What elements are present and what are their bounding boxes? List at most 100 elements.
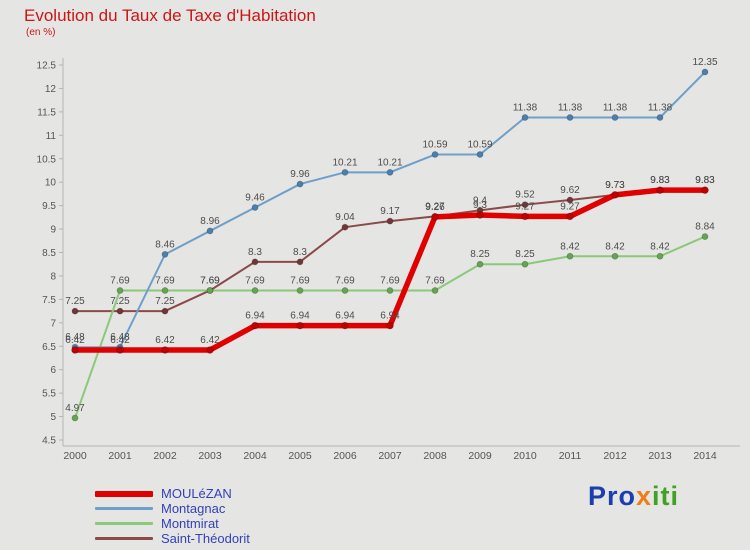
y-tick-label: 4.5: [42, 436, 56, 447]
y-tick-label: 9: [50, 225, 56, 236]
x-tick-label: 2003: [198, 450, 222, 462]
point-label-MOULéZAN: 6.42: [200, 335, 220, 346]
data-point-Montagnac: [296, 180, 304, 188]
data-point-Montmirat: [386, 287, 394, 294]
legend-swatch-MOULéZAN: [95, 490, 153, 497]
point-label-Montagnac: 11.38: [603, 103, 628, 114]
y-tick-label: 11: [46, 131, 57, 142]
point-label-Montmirat: 7.69: [425, 275, 445, 286]
x-tick-label: 2001: [108, 450, 132, 462]
data-point-Montmirat: [161, 287, 169, 294]
y-tick-label: 6.5: [42, 342, 56, 353]
point-label-Montmirat: 8.42: [560, 241, 580, 252]
data-point-Montmirat: [206, 287, 214, 294]
chart-title: Evolution du Taux de Taxe d'Habitation: [24, 6, 316, 25]
data-point-Montmirat: [341, 287, 349, 294]
data-point-Saint-Théodorit: [566, 196, 574, 204]
y-tick-label: 7.5: [42, 295, 56, 306]
point-label-Montagnac: 11.38: [558, 103, 583, 114]
data-point-Montagnac: [521, 114, 529, 121]
point-label-MOULéZAN: 6.94: [290, 311, 310, 322]
y-tick-label: 5: [50, 412, 56, 423]
point-label-Saint-Théodorit: 9.04: [335, 212, 355, 223]
point-label-Montmirat: 8.42: [605, 241, 625, 252]
point-label-Montmirat: 7.69: [290, 275, 310, 286]
data-point-MOULéZAN: [521, 212, 529, 221]
point-label-Montmirat: 7.69: [110, 275, 130, 286]
point-label-Montagnac: 8.96: [200, 216, 220, 227]
y-tick-label: 12.5: [37, 61, 57, 72]
data-point-MOULéZAN: [116, 346, 124, 354]
data-point-Montagnac: [476, 151, 484, 158]
x-tick-label: 2008: [423, 450, 447, 462]
point-label-Montagnac: 10.21: [377, 157, 402, 168]
x-tick-label: 2000: [63, 450, 87, 462]
line-chart: 4.5 5 5.5 6 6.5 7 7.5 8 8.5 9 9.5 10 10.5 11 11.5 12 12.…: [37, 57, 740, 462]
legend-swatch-Montmirat: [95, 522, 153, 525]
data-point-MOULéZAN: [476, 211, 484, 219]
data-point-Montmirat: [701, 233, 709, 240]
point-label-Montagnac: 9.46: [245, 193, 265, 204]
y-tick-label: 8: [50, 271, 56, 282]
point-label-Saint-Théodorit: 8.3: [293, 247, 307, 258]
data-point-Montmirat: [656, 252, 664, 260]
y-tick-label: 7: [50, 318, 56, 329]
logo-part-pro: Pro: [588, 481, 637, 511]
data-point-MOULéZAN: [161, 346, 169, 354]
data-point-Montagnac: [386, 168, 394, 176]
data-point-Saint-Théodorit: [386, 217, 394, 225]
point-label-MOULéZAN: 9.83: [695, 175, 715, 186]
chart-subtitle: (en %): [26, 27, 56, 38]
point-label-Montagnac: 10.21: [332, 157, 357, 168]
data-point-Montmirat: [431, 287, 439, 294]
point-label-MOULéZAN: 9.27: [515, 201, 535, 212]
data-point-Saint-Théodorit: [71, 307, 79, 315]
data-point-Montagnac: [701, 68, 709, 76]
legend-swatch-Montagnac: [95, 507, 153, 510]
data-point-Montmirat: [611, 252, 619, 260]
logo-part-iti: iti: [652, 481, 680, 511]
point-label-MOULéZAN: 6.94: [380, 311, 400, 322]
data-point-Montagnac: [656, 114, 664, 121]
data-point-MOULéZAN: [611, 191, 619, 199]
point-label-Saint-Théodorit: 8.3: [248, 247, 262, 258]
data-point-Montagnac: [611, 114, 619, 121]
x-tick-label: 2009: [468, 450, 492, 462]
x-tick-label: 2004: [243, 450, 267, 462]
data-point-Montagnac: [431, 151, 439, 158]
data-point-Saint-Théodorit: [296, 258, 304, 266]
x-tick-label: 2011: [559, 450, 582, 462]
legend-label-Montagnac: Montagnac: [161, 501, 226, 516]
data-point-MOULéZAN: [71, 346, 79, 354]
point-label-MOULéZAN: 6.94: [335, 311, 355, 322]
point-label-MOULéZAN: 9.3: [473, 200, 487, 211]
data-point-Montmirat: [71, 414, 79, 422]
data-point-Montmirat: [251, 287, 259, 294]
legend-swatch-Saint-Théodorit: [95, 537, 153, 540]
point-label-Montmirat: 7.69: [155, 275, 175, 286]
data-point-MOULéZAN: [701, 186, 709, 194]
x-tick-label: 2012: [603, 450, 627, 462]
point-label-Saint-Théodorit: 9.83: [650, 175, 670, 186]
point-label-Montmirat: 8.42: [650, 241, 670, 252]
point-label-Saint-Théodorit: 7.25: [110, 296, 130, 307]
point-label-MOULéZAN: 9.73: [605, 180, 625, 191]
data-point-Saint-Théodorit: [251, 258, 259, 266]
point-label-Montmirat: 8.25: [515, 249, 535, 260]
proxiti-logo: Proxiti: [588, 481, 679, 512]
y-tick-label: 8.5: [42, 248, 56, 259]
point-label-Montmirat: 7.69: [200, 275, 220, 286]
y-tick-label: 9.5: [42, 201, 56, 212]
point-label-Montmirat: 7.69: [335, 275, 355, 286]
x-tick-label: 2006: [333, 450, 357, 462]
point-label-Montagnac: 11.38: [513, 103, 538, 114]
point-label-Montagnac: 8.46: [155, 239, 175, 250]
point-label-Saint-Théodorit: 9.62: [560, 185, 580, 196]
point-label-Montmirat: 4.97: [65, 403, 85, 414]
y-tick-label: 10.5: [37, 154, 57, 165]
x-tick-label: 2014: [693, 450, 717, 462]
y-tick-label: 5.5: [42, 389, 56, 400]
data-point-Montmirat: [476, 260, 484, 268]
point-label-Montmirat: 8.84: [695, 222, 715, 233]
point-label-Montagnac: 10.59: [467, 140, 492, 151]
